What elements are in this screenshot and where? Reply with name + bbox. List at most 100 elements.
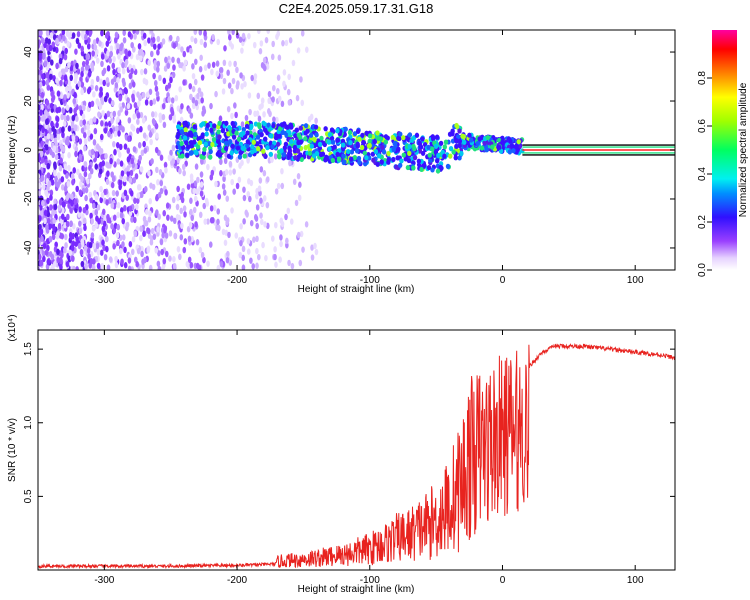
heatmap-cell (44, 144, 49, 151)
heatmap-cell (42, 242, 47, 250)
heatmap-cell (276, 30, 281, 37)
heatmap-cell (143, 256, 147, 264)
heatmap-cell (320, 151, 326, 157)
heatmap-cell (212, 204, 217, 212)
heatmap-cell (89, 133, 94, 140)
heatmap-cell (100, 120, 104, 127)
heatmap-cell (94, 209, 99, 216)
heatmap-cell (274, 261, 278, 268)
heatmap-cell (52, 225, 56, 232)
heatmap-cell (230, 87, 234, 95)
heatmap-cell (166, 214, 170, 221)
heatmap-cell (245, 139, 251, 145)
heatmap-cell (287, 259, 291, 267)
heatmap-cell (296, 231, 301, 239)
heatmap-cell (53, 260, 57, 268)
heatmap-cell (418, 143, 423, 150)
heatmap-cell (230, 143, 235, 149)
heatmap-cell (148, 198, 153, 205)
heatmap-cell (51, 233, 56, 241)
heatmap-cell (367, 138, 372, 144)
heatmap-cell (268, 151, 274, 157)
heatmap-cell (194, 163, 199, 170)
heatmap-cell (50, 253, 55, 261)
heatmap-cell (42, 52, 46, 60)
heatmap-cell (155, 90, 160, 98)
y-tick-label: 40 (23, 46, 34, 58)
heatmap-cell (105, 77, 110, 84)
heatmap-cell (123, 262, 128, 269)
heatmap-cell (172, 217, 177, 225)
heatmap-cell (309, 113, 314, 121)
heatmap-cell (255, 247, 259, 255)
heatmap-cell (255, 262, 259, 269)
heatmap-cell (88, 262, 92, 269)
heatmap-cell (127, 31, 132, 38)
heatmap-cell (459, 150, 464, 157)
heatmap-cell (259, 132, 264, 138)
heatmap-cell (159, 187, 164, 195)
heatmap-cell (240, 83, 244, 90)
heatmap-cell (235, 66, 239, 74)
heatmap-cell (240, 145, 246, 152)
heatmap-cell (136, 192, 141, 199)
heatmap-cell (143, 186, 148, 193)
heatmap-cell (375, 161, 380, 167)
heatmap-cell (79, 76, 83, 83)
heatmap-cell (61, 201, 66, 208)
heatmap-cell (286, 88, 291, 96)
heatmap-cell (260, 97, 265, 104)
heatmap-cell (157, 265, 162, 270)
heatmap-cell (376, 135, 381, 141)
heatmap-cell (219, 170, 223, 177)
heatmap-cell (46, 172, 51, 179)
heatmap-cell (38, 130, 41, 137)
heatmap-cell (155, 66, 160, 73)
heatmap-cell (75, 37, 80, 45)
heatmap-cell (40, 140, 44, 147)
heatmap-cell (396, 146, 401, 152)
snr-series-line (38, 343, 675, 570)
heatmap-cell (367, 142, 372, 149)
heatmap-cell (55, 77, 59, 84)
heatmap-cell (60, 113, 64, 121)
heatmap-cell (341, 153, 346, 159)
heatmap-cell (265, 222, 270, 230)
heatmap-cell (68, 31, 73, 38)
heatmap-cell (122, 37, 127, 44)
heatmap-cell (163, 161, 168, 169)
heatmap-cell (156, 60, 161, 68)
heatmap-cell (98, 40, 102, 47)
heatmap-cell (38, 183, 42, 190)
heatmap-cell (367, 133, 373, 139)
heatmap-cell (154, 123, 159, 130)
heatmap-cell (90, 78, 95, 86)
heatmap-cell (127, 117, 132, 124)
heatmap-cell (164, 84, 169, 92)
heatmap-cell (190, 182, 195, 189)
heatmap-cell (130, 157, 135, 165)
heatmap-cell (59, 218, 64, 225)
heatmap-cell (249, 179, 254, 187)
heatmap-cell (52, 145, 57, 152)
heatmap-cell (273, 153, 278, 160)
heatmap-cell (294, 199, 299, 207)
heatmap-cell (162, 210, 167, 217)
heatmap-cell (395, 155, 400, 161)
heatmap-cell (192, 187, 197, 195)
heatmap-cell (162, 257, 167, 265)
heatmap-cell (390, 134, 396, 140)
heatmap-cell (41, 199, 45, 207)
heatmap-cell (179, 140, 184, 147)
y-tick-label: -40 (23, 240, 34, 255)
heatmap-cell (66, 92, 70, 99)
heatmap-cell (190, 35, 194, 43)
heatmap-cell (121, 77, 126, 85)
heatmap-cell (38, 173, 41, 180)
heatmap-cell (123, 205, 127, 212)
heatmap-cell (45, 79, 49, 86)
heatmap-cell (361, 140, 367, 146)
heatmap-cell (171, 158, 176, 165)
heatmap-cell (189, 112, 194, 119)
heatmap-cell (381, 149, 387, 155)
